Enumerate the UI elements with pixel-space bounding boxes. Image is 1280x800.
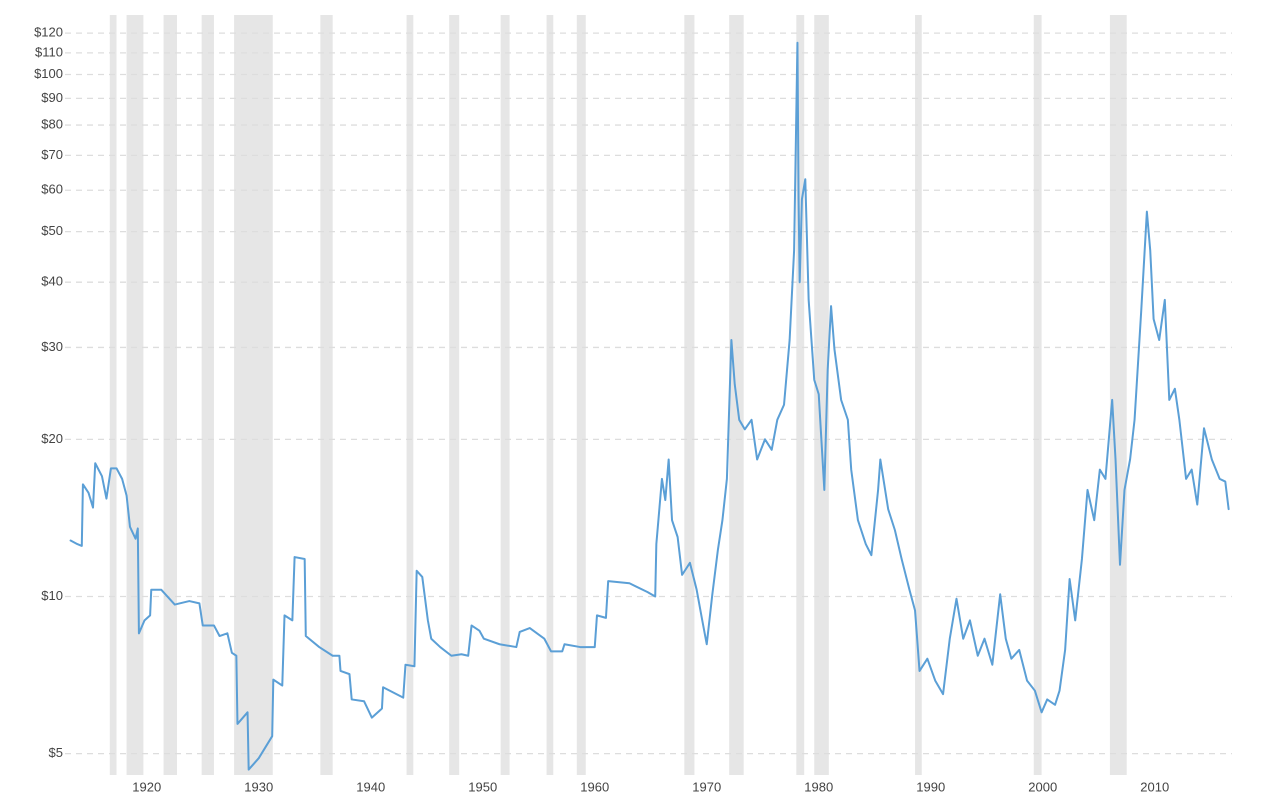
y-tick-label: $70 (41, 147, 63, 162)
x-tick-label: 1990 (916, 779, 945, 794)
tick-labels: $5 $10 $20 $30 $40 $50 $60 $70 $80 $90 $100 $110 $12… (34, 25, 1169, 795)
shaded-period (546, 15, 554, 775)
shaded-period (234, 15, 273, 775)
y-tick-label: $40 (41, 274, 63, 289)
y-tick-label: $80 (41, 117, 63, 132)
x-tick-label: 1940 (356, 779, 385, 794)
y-tick-label: $5 (49, 745, 63, 760)
y-tick-label: $60 (41, 182, 63, 197)
grid (65, 32, 1232, 755)
y-tick-label: $120 (34, 25, 63, 40)
x-tick-label: 1920 (132, 779, 161, 794)
shaded-period (1033, 15, 1042, 775)
x-tick-label: 1980 (804, 779, 833, 794)
x-tick-label: 1960 (580, 779, 609, 794)
y-tick-label: $90 (41, 90, 63, 105)
shaded-period (500, 15, 510, 775)
y-tick-label: $30 (41, 339, 63, 354)
price-line (69, 41, 1230, 771)
shaded-period (796, 15, 805, 775)
shaded-period (1109, 15, 1127, 775)
x-tick-label: 2000 (1028, 779, 1057, 794)
shaded-period (576, 15, 586, 775)
shaded-period (320, 15, 333, 775)
shaded-period (109, 15, 117, 775)
x-tick-label: 1930 (244, 779, 273, 794)
shaded-period (814, 15, 829, 775)
shaded-period (684, 15, 695, 775)
y-tick-label: $110 (35, 44, 63, 59)
shaded-period (163, 15, 177, 775)
y-tick-label: $50 (41, 223, 63, 238)
shaded-period (449, 15, 460, 775)
shaded-period (126, 15, 144, 775)
shaded-period (201, 15, 214, 775)
shaded-period (406, 15, 414, 775)
x-tick-label: 2010 (1140, 779, 1169, 794)
shaded-period (915, 15, 922, 775)
y-tick-label: $100 (34, 66, 63, 81)
shaded-periods (109, 15, 1127, 775)
y-tick-label: $20 (41, 431, 63, 446)
x-tick-label: 1950 (468, 779, 497, 794)
x-tick-label: 1970 (692, 779, 721, 794)
y-tick-label: $10 (41, 588, 63, 603)
series (69, 41, 1230, 771)
